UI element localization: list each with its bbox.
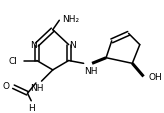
Text: N: N xyxy=(69,41,76,50)
Text: NH: NH xyxy=(85,67,98,75)
Text: H: H xyxy=(28,103,35,112)
Text: OH: OH xyxy=(148,72,162,81)
Text: NH: NH xyxy=(30,83,43,92)
Text: N: N xyxy=(30,41,36,50)
Text: Cl: Cl xyxy=(8,56,17,65)
Text: NH₂: NH₂ xyxy=(62,15,79,24)
Text: O: O xyxy=(3,82,10,91)
